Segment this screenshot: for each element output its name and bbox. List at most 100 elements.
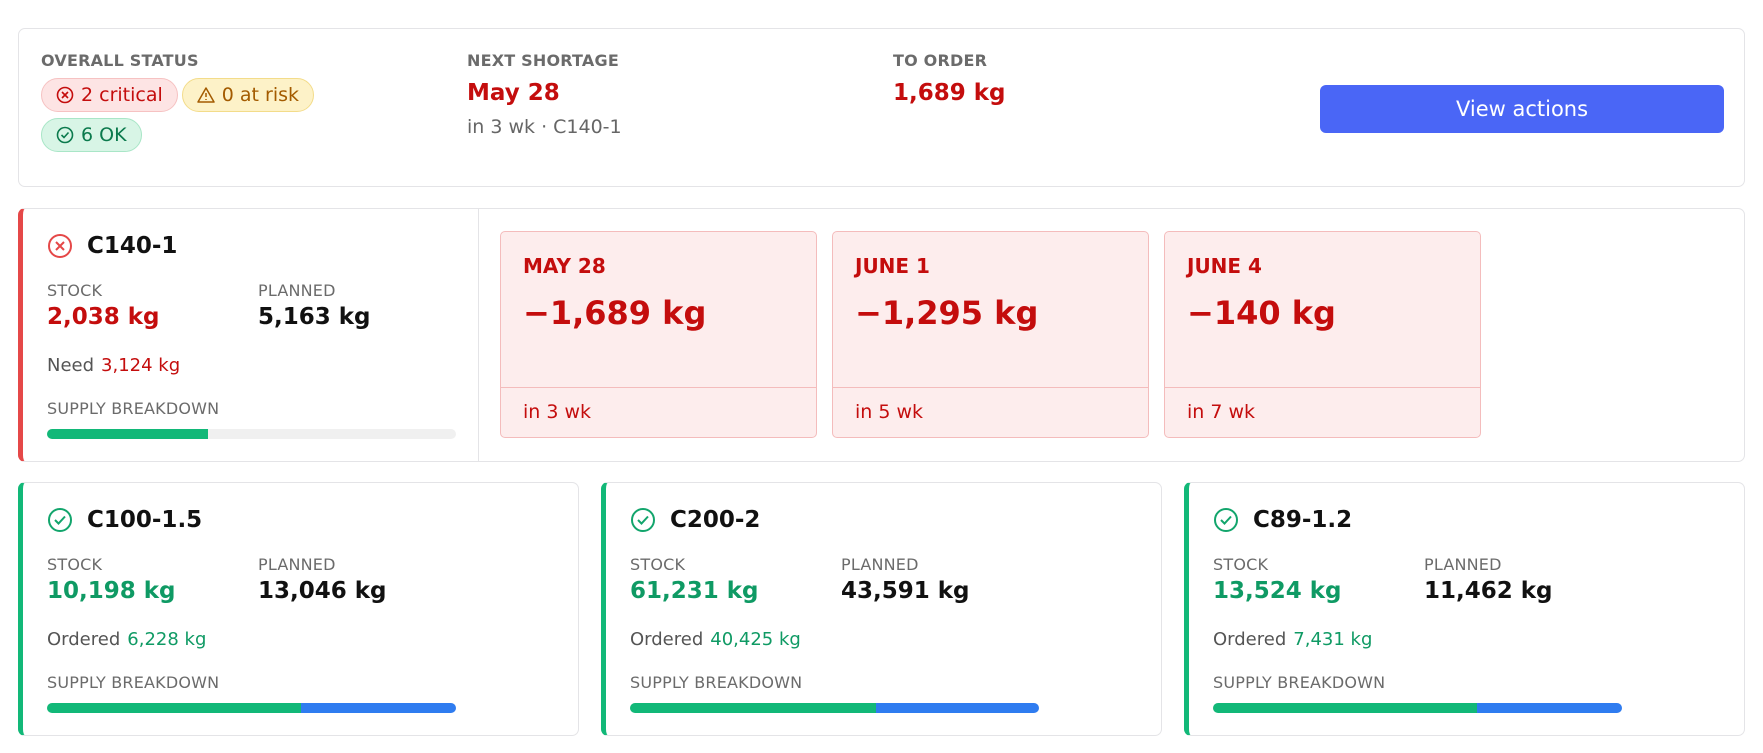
supply-bar <box>630 703 1039 713</box>
stock-segment <box>630 703 877 713</box>
detail-row: Need 3,124 kg <box>47 355 180 376</box>
label: PLANNED <box>841 555 919 574</box>
ok-card: C89-1.2 STOCK 13,524 kg PLANNED 11,462 kg Ord… <box>1184 482 1745 736</box>
planned: PLANNED 43,591 kg <box>841 555 970 604</box>
name: C200-2 <box>670 507 761 533</box>
status-icon <box>48 508 72 532</box>
shortage-card: MAY 28 −1,689 kg in 3 wk <box>500 231 817 438</box>
ordered-segment <box>876 703 1039 713</box>
value: 61,231 kg <box>630 578 759 604</box>
label: STOCK <box>1213 555 1269 574</box>
value: 7,431 kg <box>1293 629 1373 650</box>
divider <box>478 209 479 461</box>
text: 2 critical <box>81 84 163 106</box>
planned: PLANNED 5,163 kg <box>258 281 371 330</box>
amount: −1,295 kg <box>855 294 1039 332</box>
card-name: C140-1 <box>47 233 177 259</box>
label: STOCK <box>47 281 103 300</box>
label: NEXT SHORTAGE <box>467 51 619 70</box>
supply-bar <box>47 429 456 439</box>
date: May 28 <box>467 80 560 106</box>
name: C100-1.5 <box>87 507 203 533</box>
value: 11,462 kg <box>1424 578 1553 604</box>
date: JUNE 1 <box>855 254 930 278</box>
label: SUPPLY BREAKDOWN <box>47 673 220 692</box>
badge: 6 OK <box>41 118 142 152</box>
detail-row: Ordered 7,431 kg <box>1213 629 1372 650</box>
badges: 2 critical 0 at risk 6 OK <box>41 78 361 158</box>
icon <box>56 126 74 144</box>
card-name: C200-2 <box>630 507 760 533</box>
status-icon <box>631 508 655 532</box>
ordered-segment <box>300 703 456 713</box>
overall-status: OVERALL STATUS 2 critical 0 at risk 6 OK <box>41 51 361 158</box>
amount: −140 kg <box>1187 294 1336 332</box>
card-name: C89-1.2 <box>1213 507 1352 533</box>
value: 3,124 kg <box>101 355 181 376</box>
when: in 3 wk <box>501 387 816 437</box>
label: Ordered <box>1213 629 1287 650</box>
value: 13,524 kg <box>1213 578 1342 604</box>
next-shortage: NEXT SHORTAGE May 28 in 3 wk · C140-1 <box>467 51 622 138</box>
critical-card: C140-1 STOCK 2,038 kg PLANNED 5,163 kg Need 3,… <box>18 208 1745 462</box>
label: PLANNED <box>258 555 336 574</box>
shortage-card: JUNE 4 −140 kg in 7 wk <box>1164 231 1481 438</box>
card-name: C100-1.5 <box>47 507 202 533</box>
detail-row: Ordered 40,425 kg <box>630 629 801 650</box>
view-actions-button[interactable]: View actions <box>1320 85 1724 133</box>
stock-segment <box>47 703 301 713</box>
label: OVERALL STATUS <box>41 51 199 70</box>
label: SUPPLY BREAKDOWN <box>630 673 803 692</box>
when: in 5 wk <box>833 387 1148 437</box>
label: Ordered <box>630 629 704 650</box>
supply-bar <box>1213 703 1622 713</box>
value: 6,228 kg <box>127 629 207 650</box>
label: STOCK <box>47 555 103 574</box>
status-icon <box>1214 508 1238 532</box>
stock-segment <box>1213 703 1477 713</box>
label: PLANNED <box>258 281 336 300</box>
name: C89-1.2 <box>1253 507 1353 533</box>
value: 40,425 kg <box>710 629 801 650</box>
label: Ordered <box>47 629 121 650</box>
stock: STOCK 2,038 kg <box>47 281 160 330</box>
label: STOCK <box>630 555 686 574</box>
when: in 7 wk <box>1165 387 1480 437</box>
badge: 0 at risk <box>181 78 315 112</box>
label: Need <box>47 355 95 376</box>
badge: 2 critical <box>41 78 178 112</box>
label: PLANNED <box>1424 555 1502 574</box>
ok-card: C200-2 STOCK 61,231 kg PLANNED 43,591 kg Orde… <box>601 482 1162 736</box>
shortage-card: JUNE 1 −1,295 kg in 5 wk <box>832 231 1149 438</box>
detail-row: Ordered 6,228 kg <box>47 629 206 650</box>
date: JUNE 4 <box>1187 254 1262 278</box>
ordered-segment <box>1476 703 1622 713</box>
value: 10,198 kg <box>47 578 176 604</box>
date: MAY 28 <box>523 254 606 278</box>
planned: PLANNED 11,462 kg <box>1424 555 1553 604</box>
value: 13,046 kg <box>258 578 387 604</box>
detail: in 3 wk · C140-1 <box>467 116 622 138</box>
summary-panel: OVERALL STATUS 2 critical 0 at risk 6 OK N… <box>18 28 1745 187</box>
stock: STOCK 61,231 kg <box>630 555 759 604</box>
ok-card: C100-1.5 STOCK 10,198 kg PLANNED 13,046 kg Or… <box>18 482 579 736</box>
to-order: TO ORDER 1,689 kg <box>893 51 1006 106</box>
stock: STOCK 10,198 kg <box>47 555 176 604</box>
text: 6 OK <box>81 124 127 146</box>
name: C140-1 <box>87 233 178 259</box>
icon <box>197 87 215 103</box>
stock: STOCK 13,524 kg <box>1213 555 1342 604</box>
icon <box>56 86 74 104</box>
value: 2,038 kg <box>47 304 160 330</box>
label: TO ORDER <box>893 51 988 70</box>
stock-segment <box>47 429 209 439</box>
amount: −1,689 kg <box>523 294 707 332</box>
value: 5,163 kg <box>258 304 371 330</box>
planned: PLANNED 13,046 kg <box>258 555 387 604</box>
label: SUPPLY BREAKDOWN <box>1213 673 1386 692</box>
value: 43,591 kg <box>841 578 970 604</box>
value: 1,689 kg <box>893 80 1006 106</box>
label: SUPPLY BREAKDOWN <box>47 399 220 418</box>
